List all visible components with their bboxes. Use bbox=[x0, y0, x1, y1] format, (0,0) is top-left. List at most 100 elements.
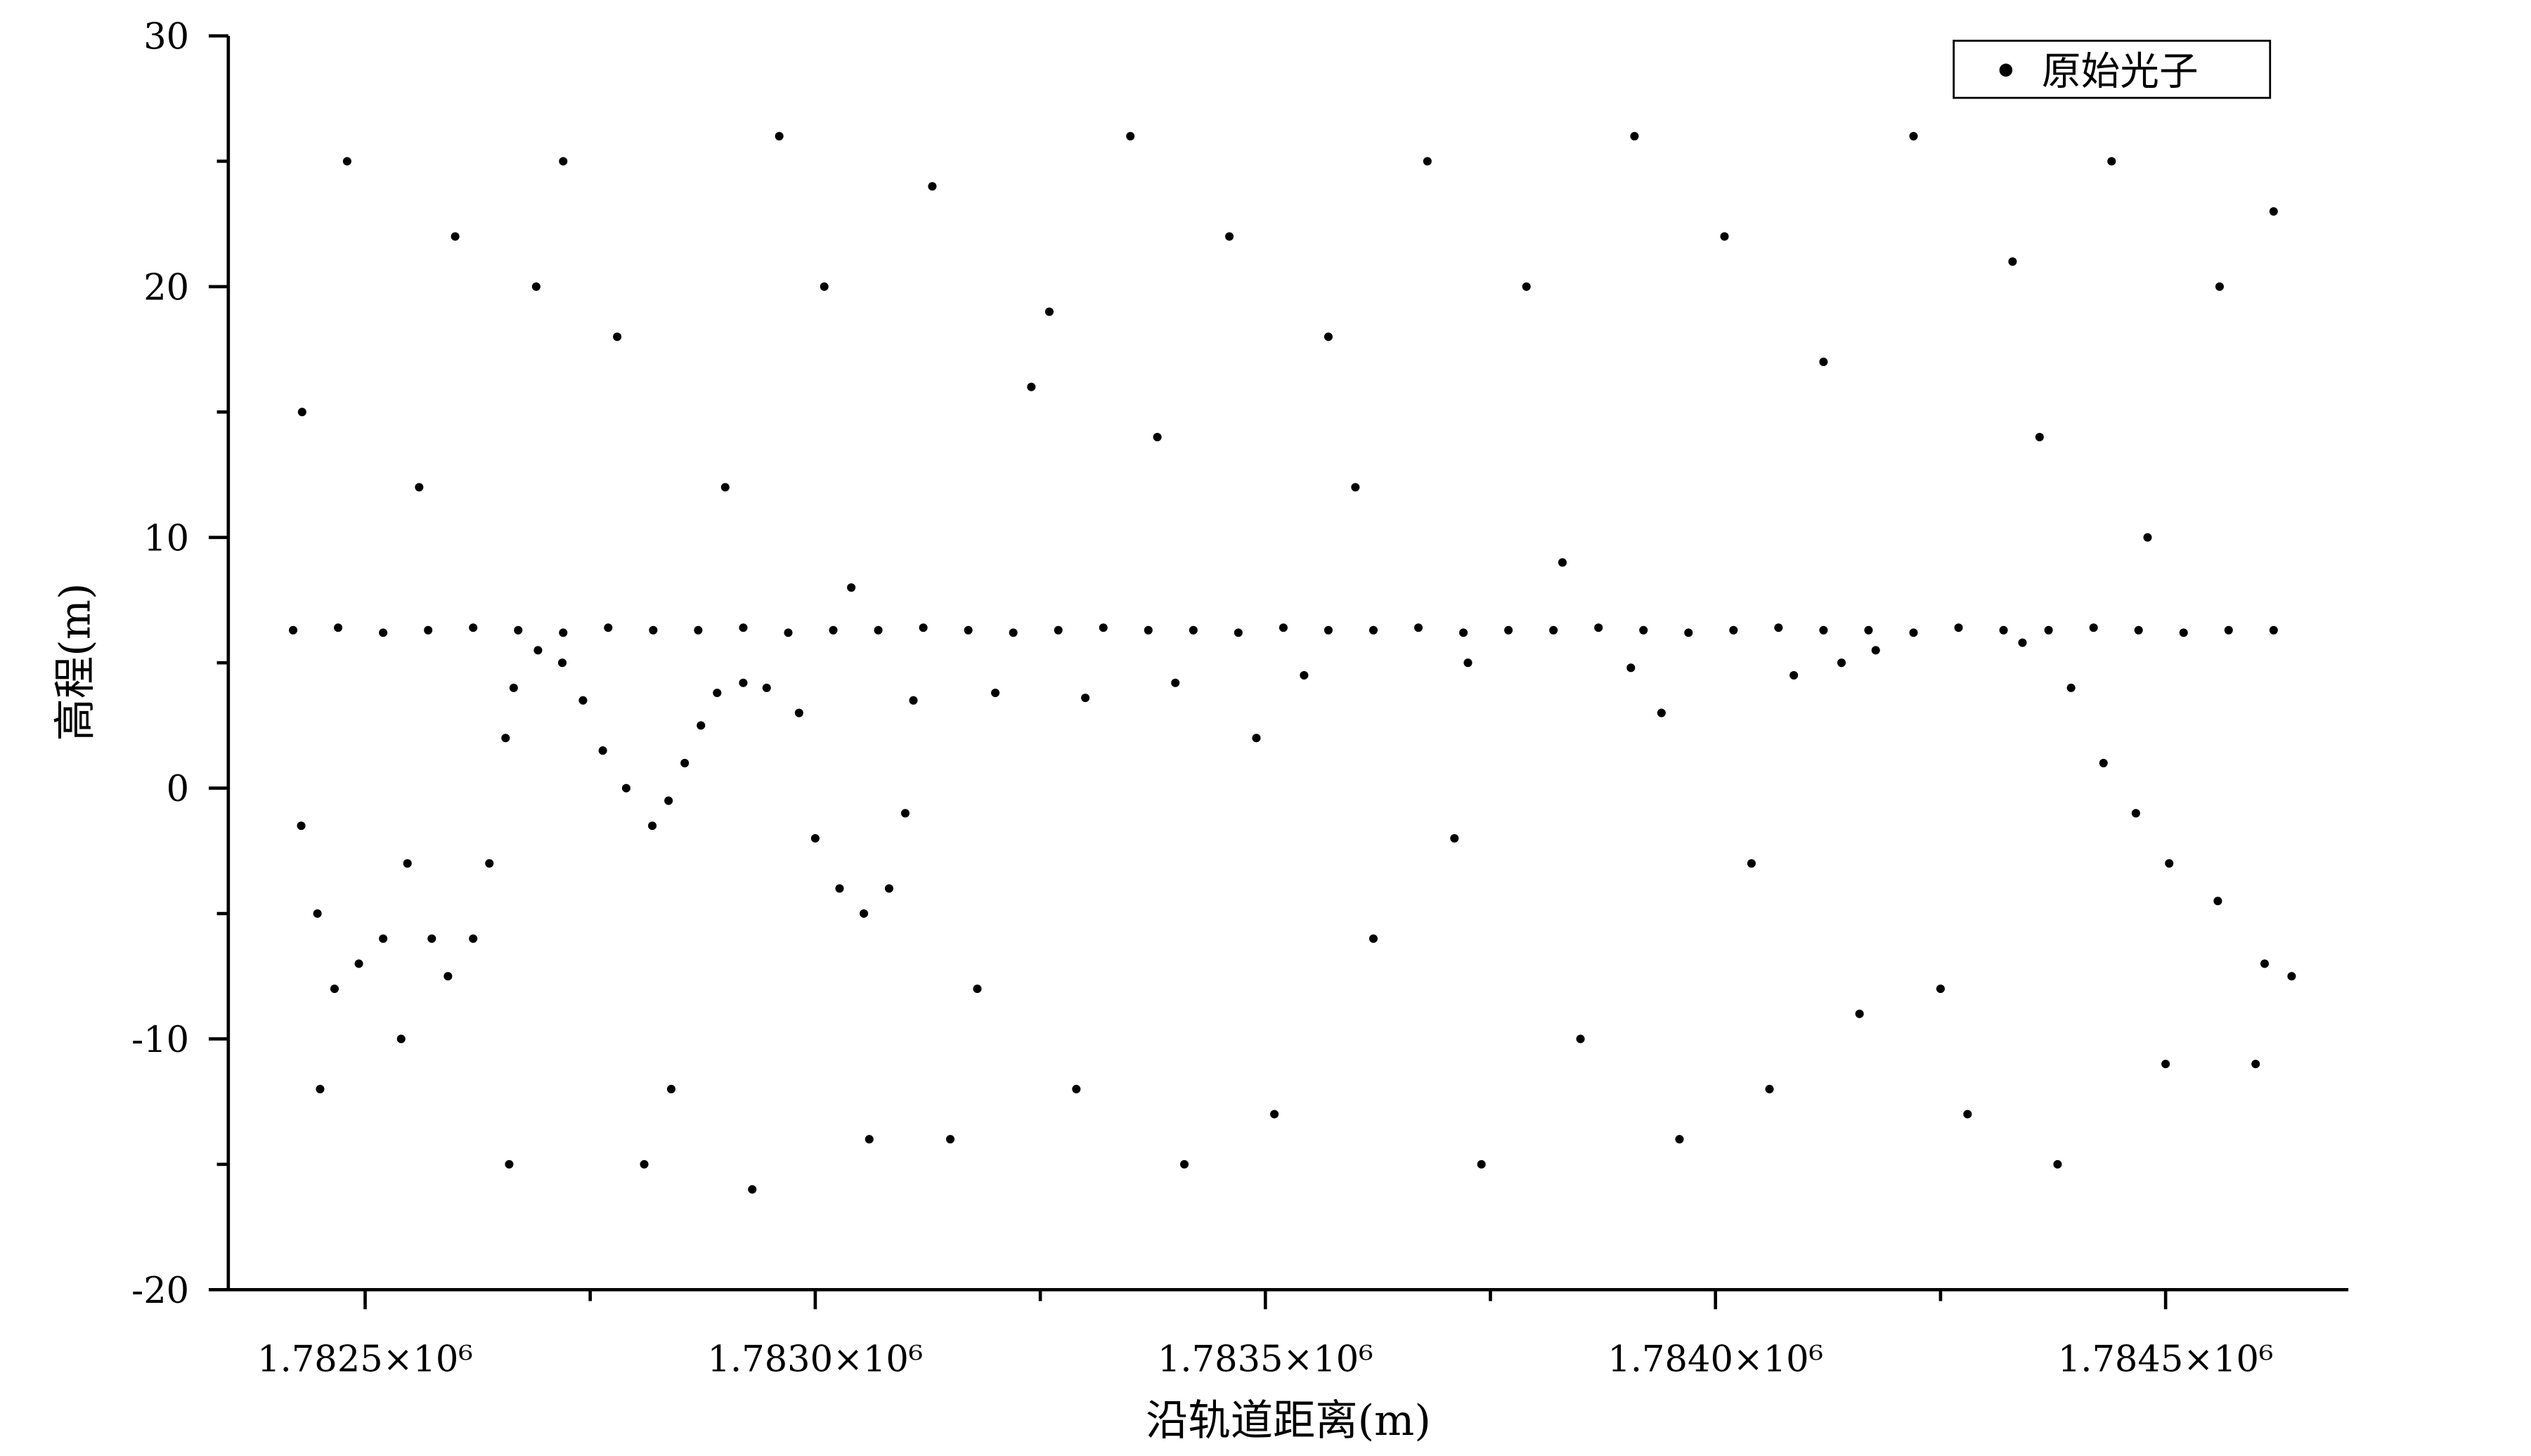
data-point bbox=[1819, 625, 1828, 635]
data-point bbox=[1819, 357, 1828, 367]
data-point bbox=[2161, 1060, 2170, 1069]
data-point bbox=[775, 131, 784, 141]
data-point bbox=[1954, 623, 1963, 632]
data-point bbox=[578, 696, 588, 705]
data-point bbox=[1459, 628, 1468, 637]
data-point bbox=[1144, 625, 1153, 635]
data-point bbox=[2066, 683, 2076, 692]
data-point bbox=[533, 646, 543, 655]
data-point bbox=[1963, 1110, 1972, 1119]
y-tick-label: -10 bbox=[131, 1020, 189, 1061]
data-point bbox=[1423, 157, 1432, 166]
data-point bbox=[2224, 625, 2233, 635]
y-tick-label: 30 bbox=[143, 17, 189, 58]
data-point bbox=[1558, 558, 1567, 567]
data-point bbox=[427, 934, 436, 943]
x-tick-label: 1.7830×10⁶ bbox=[708, 1339, 924, 1380]
data-point bbox=[1009, 628, 1018, 637]
data-point bbox=[794, 708, 803, 717]
data-point bbox=[469, 623, 478, 632]
data-point bbox=[1594, 623, 1603, 632]
data-point bbox=[2134, 625, 2143, 635]
data-point bbox=[697, 721, 706, 730]
data-point bbox=[900, 809, 910, 818]
data-point bbox=[649, 625, 658, 635]
data-point bbox=[2179, 628, 2188, 637]
data-point bbox=[313, 909, 322, 918]
data-point bbox=[928, 182, 937, 191]
data-point bbox=[613, 332, 622, 342]
data-point bbox=[884, 884, 893, 893]
data-point bbox=[784, 628, 793, 637]
data-point bbox=[2018, 638, 2027, 647]
data-point bbox=[2269, 625, 2278, 635]
data-point bbox=[874, 625, 883, 635]
data-point bbox=[1657, 708, 1666, 717]
data-point bbox=[1054, 625, 1063, 635]
data-point bbox=[1789, 671, 1799, 680]
data-point bbox=[1864, 625, 1873, 635]
data-point bbox=[680, 758, 690, 767]
data-point bbox=[379, 628, 388, 637]
data-point bbox=[451, 232, 460, 241]
legend-label: 原始光子 bbox=[2042, 49, 2199, 95]
data-point bbox=[424, 625, 433, 635]
data-point bbox=[835, 884, 844, 893]
data-point bbox=[1936, 984, 1945, 994]
data-point bbox=[1368, 625, 1378, 635]
data-point bbox=[2260, 959, 2270, 968]
data-point bbox=[501, 734, 510, 743]
data-point bbox=[2287, 972, 2296, 981]
data-point bbox=[1044, 307, 1054, 316]
data-point bbox=[509, 683, 518, 692]
data-point bbox=[1234, 628, 1243, 637]
data-point bbox=[1252, 734, 1261, 743]
data-point bbox=[1323, 332, 1333, 342]
data-point bbox=[991, 688, 1000, 698]
data-point bbox=[354, 959, 363, 968]
data-point bbox=[1909, 628, 1918, 637]
data-point bbox=[1463, 658, 1472, 668]
data-point bbox=[909, 696, 918, 705]
data-point bbox=[2008, 257, 2017, 266]
data-point bbox=[1450, 833, 1459, 843]
data-point bbox=[1171, 678, 1180, 687]
data-point bbox=[1081, 694, 1090, 703]
data-point bbox=[1180, 1159, 1189, 1169]
data-point bbox=[598, 746, 607, 755]
data-point bbox=[2269, 207, 2278, 216]
legend-marker bbox=[1999, 63, 2013, 77]
data-point bbox=[1855, 1009, 1864, 1018]
data-point bbox=[1871, 646, 1880, 655]
data-point bbox=[396, 1034, 406, 1044]
data-point bbox=[1549, 625, 1558, 635]
data-point bbox=[946, 1135, 955, 1144]
data-point bbox=[2044, 625, 2053, 635]
data-point bbox=[1522, 282, 1531, 291]
data-point bbox=[1774, 623, 1783, 632]
data-point bbox=[505, 1159, 514, 1169]
data-point bbox=[1270, 1110, 1279, 1119]
x-axis-title: 沿轨道距离(m) bbox=[1146, 1396, 1431, 1445]
data-point bbox=[1675, 1135, 1684, 1144]
data-point bbox=[334, 623, 343, 632]
data-point bbox=[297, 408, 306, 417]
data-point bbox=[444, 972, 453, 981]
data-point bbox=[640, 1159, 649, 1169]
x-tick-label: 1.7835×10⁶ bbox=[1158, 1339, 1373, 1380]
data-point bbox=[1368, 934, 1378, 943]
data-point bbox=[664, 796, 673, 805]
data-point bbox=[2143, 533, 2152, 542]
data-point bbox=[330, 984, 339, 994]
data-point bbox=[1072, 1084, 1081, 1093]
data-point bbox=[2251, 1060, 2260, 1069]
data-point bbox=[342, 157, 351, 166]
y-axis-title: 高程(m) bbox=[51, 583, 101, 741]
data-point bbox=[2165, 859, 2174, 868]
data-point bbox=[621, 784, 630, 793]
data-point bbox=[1099, 623, 1108, 632]
data-point bbox=[1279, 623, 1288, 632]
data-point bbox=[289, 625, 298, 635]
